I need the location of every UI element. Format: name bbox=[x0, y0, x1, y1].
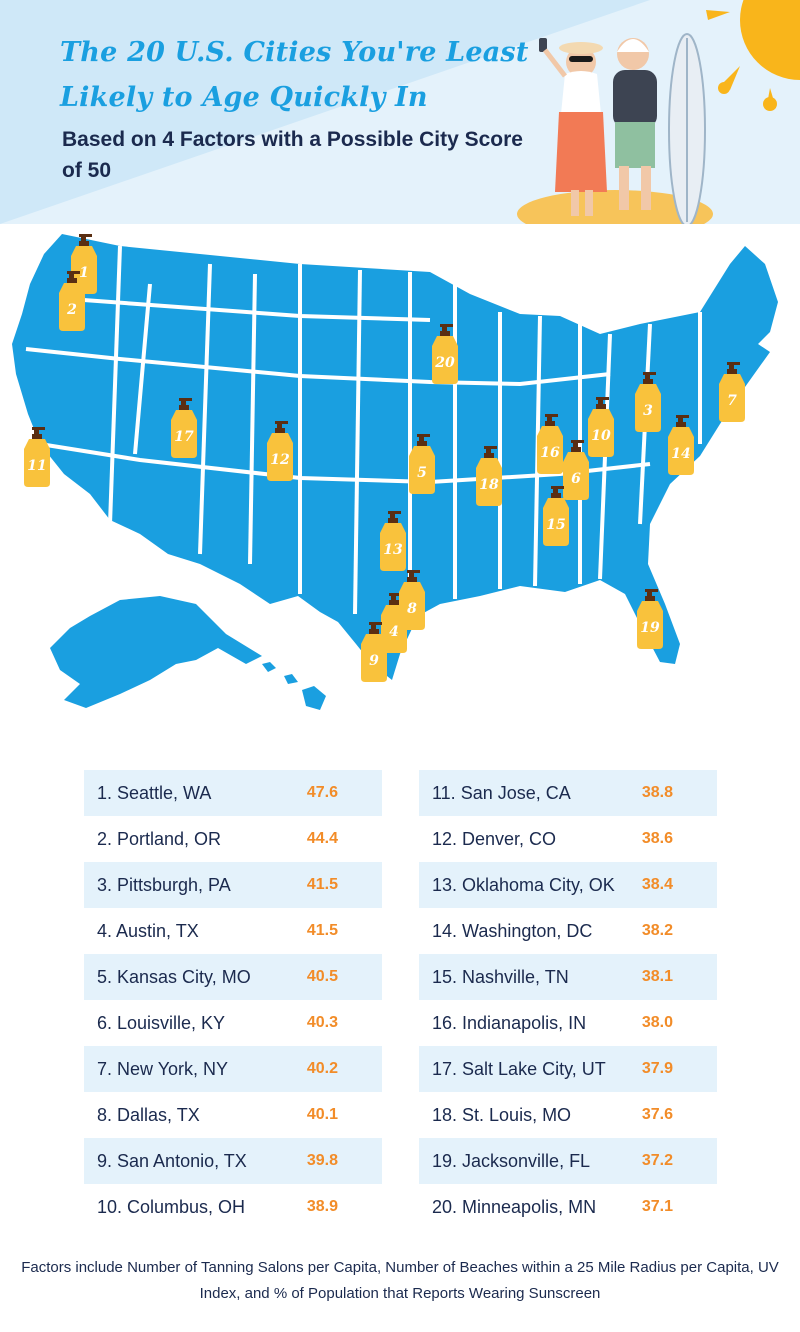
sunscreen-bottle-icon bbox=[440, 324, 453, 331]
sunscreen-bottle-icon bbox=[407, 570, 420, 577]
table-row: 13. Oklahoma City, OK 38.4 bbox=[419, 862, 717, 908]
city-pin-label: 17 bbox=[174, 429, 194, 445]
ranking-table-left: 1. Seattle, WA 47.6 2. Portland, OR 44.4 3… bbox=[84, 770, 382, 1230]
city-pin-label: 8 bbox=[407, 601, 417, 617]
sunscreen-bottle-icon bbox=[388, 511, 401, 518]
table-row: 17. Salt Lake City, UT 37.9 bbox=[419, 1046, 717, 1092]
city-pin-label: 7 bbox=[727, 393, 737, 409]
sunscreen-bottle-icon bbox=[571, 440, 584, 447]
city-pin-8: 8 bbox=[399, 570, 425, 630]
table-row: 4. Austin, TX 41.5 bbox=[97, 920, 338, 941]
table-row: 8. Dallas, TX 40.1 bbox=[97, 1104, 338, 1125]
city-pin-label: 1 bbox=[79, 265, 89, 281]
sunscreen-bottle-icon bbox=[389, 593, 402, 600]
city-pin-14: 14 bbox=[668, 415, 694, 475]
city-pin-15: 15 bbox=[543, 486, 569, 546]
sunscreen-bottle-icon bbox=[369, 622, 382, 629]
sunscreen-bottle-icon bbox=[727, 362, 740, 369]
city-pin-label: 12 bbox=[270, 452, 290, 468]
city-pin-label: 10 bbox=[591, 428, 611, 444]
city-pin-label: 18 bbox=[479, 477, 499, 493]
city-pin-label: 2 bbox=[66, 302, 77, 318]
city-pin-label: 19 bbox=[640, 620, 660, 636]
sunscreen-bottle-icon bbox=[67, 271, 80, 278]
city-pin-label: 5 bbox=[417, 465, 427, 481]
table-row: 16. Indianapolis, IN 38.0 bbox=[432, 1012, 673, 1033]
alaska-shape bbox=[50, 596, 262, 708]
sunscreen-bottle-icon bbox=[645, 589, 658, 596]
city-pin-label: 16 bbox=[540, 445, 560, 461]
city-pin-label: 3 bbox=[643, 403, 653, 419]
page-title: The 20 U.S. Cities You're Least Likely t… bbox=[60, 37, 529, 113]
city-pin-11: 11 bbox=[24, 427, 50, 487]
table-row: 6. Louisville, KY 40.3 bbox=[97, 1012, 338, 1033]
sun-icon bbox=[706, 0, 800, 111]
table-row: 3. Pittsburgh, PA 41.5 bbox=[84, 862, 382, 908]
table-row: 18. St. Louis, MO 37.6 bbox=[432, 1104, 673, 1125]
city-pin-9: 9 bbox=[361, 622, 387, 682]
sunscreen-bottle-icon bbox=[643, 372, 656, 379]
table-row: 5. Kansas City, MO 40.5 bbox=[84, 954, 382, 1000]
couple-illustration bbox=[517, 33, 713, 224]
city-pin-3: 3 bbox=[635, 372, 661, 432]
sunscreen-bottle-icon bbox=[596, 397, 609, 404]
city-pin-label: 11 bbox=[27, 458, 46, 474]
city-pin-13: 13 bbox=[380, 511, 406, 571]
city-pin-19: 19 bbox=[637, 589, 663, 649]
city-pin-2: 2 bbox=[59, 271, 85, 331]
city-pin-label: 20 bbox=[434, 355, 455, 371]
table-row: 15. Nashville, TN 38.1 bbox=[419, 954, 717, 1000]
city-pin-6: 6 bbox=[563, 440, 589, 500]
table-row: 20. Minneapolis, MN 37.1 bbox=[432, 1196, 673, 1217]
table-row: 19. Jacksonville, FL 37.2 bbox=[419, 1138, 717, 1184]
contiguous-us-shape bbox=[12, 234, 778, 680]
city-pin-label: 9 bbox=[369, 653, 379, 669]
city-pin-16: 16 bbox=[537, 414, 563, 474]
city-pin-label: 4 bbox=[389, 624, 399, 640]
table-row: 12. Denver, CO 38.6 bbox=[432, 828, 673, 849]
table-row: 9. San Antonio, TX 39.8 bbox=[84, 1138, 382, 1184]
state-borders bbox=[25, 245, 702, 615]
city-pin-label: 15 bbox=[546, 517, 565, 533]
sunscreen-bottle-icon bbox=[545, 414, 558, 421]
city-pin-label: 13 bbox=[383, 542, 403, 558]
hawaii-shape bbox=[262, 662, 326, 710]
sunscreen-bottle-icon bbox=[484, 446, 497, 453]
table-row: 10. Columbus, OH 38.9 bbox=[97, 1196, 338, 1217]
city-pin-7: 7 bbox=[719, 362, 745, 422]
footnote: Factors include Number of Tanning Salons… bbox=[21, 1259, 779, 1302]
sunscreen-bottle-icon bbox=[79, 234, 92, 241]
city-pin-20: 20 bbox=[432, 324, 458, 384]
table-row: 7. New York, NY 40.2 bbox=[84, 1046, 382, 1092]
city-pin-5: 5 bbox=[409, 434, 435, 494]
city-pin-label: 14 bbox=[671, 446, 690, 462]
sunscreen-bottle-icon bbox=[676, 415, 689, 422]
city-pin-1: 1 bbox=[71, 234, 97, 294]
sunscreen-bottle-icon bbox=[275, 421, 288, 428]
header-banner: The 20 U.S. Cities You're Least Likely t… bbox=[0, 0, 800, 224]
city-pin-12: 12 bbox=[267, 421, 293, 481]
table-row: 11. San Jose, CA 38.8 bbox=[419, 770, 717, 816]
city-pin-10: 10 bbox=[588, 397, 614, 457]
sunscreen-bottle-icon bbox=[179, 398, 192, 405]
table-row: 2. Portland, OR 44.4 bbox=[97, 828, 338, 849]
sunscreen-bottle-icon bbox=[417, 434, 430, 441]
table-row: 14. Washington, DC 38.2 bbox=[432, 920, 673, 941]
sunscreen-bottle-icon bbox=[32, 427, 45, 434]
sunscreen-bottle-icon bbox=[551, 486, 564, 493]
ranking-table-right: 11. San Jose, CA 38.8 12. Denver, CO 38.6 … bbox=[419, 770, 717, 1230]
header-background bbox=[0, 0, 650, 224]
page-subtitle: Based on 4 Factors with a Possible City … bbox=[62, 128, 523, 182]
city-pin-label: 6 bbox=[571, 471, 581, 487]
surfboard-icon bbox=[668, 33, 706, 224]
table-row: 1. Seattle, WA 47.6 bbox=[84, 770, 382, 816]
city-pin-18: 18 bbox=[476, 446, 502, 506]
city-pin-17: 17 bbox=[171, 398, 197, 458]
